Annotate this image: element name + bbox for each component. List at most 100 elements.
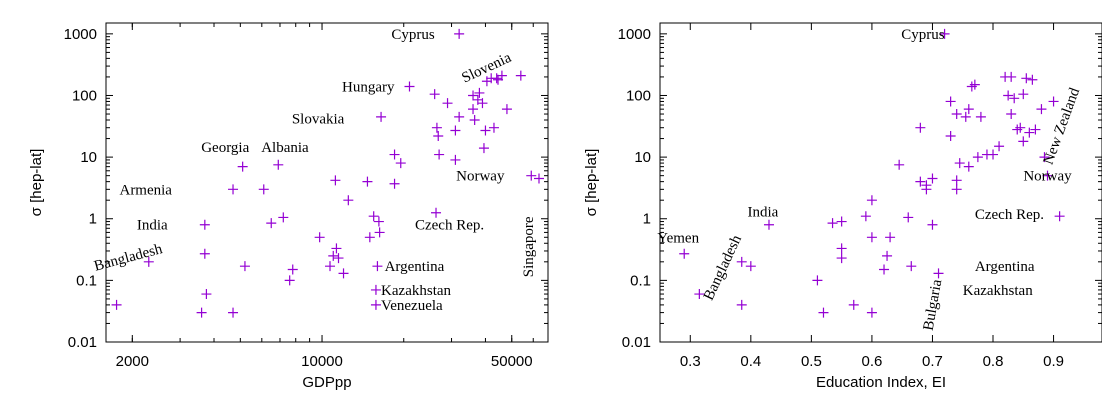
x-tick-label: 0.4 bbox=[740, 353, 761, 370]
y-tick-label: 100 bbox=[72, 87, 97, 104]
data-point bbox=[433, 131, 444, 142]
data-point bbox=[404, 81, 415, 92]
data-point bbox=[679, 248, 690, 259]
y-tick-label: 10 bbox=[634, 149, 651, 166]
data-point bbox=[945, 96, 956, 107]
data-point bbox=[474, 87, 485, 98]
data-point bbox=[199, 219, 210, 230]
x-tick-label: 0.7 bbox=[922, 353, 943, 370]
y-tick-label: 1 bbox=[643, 211, 651, 228]
data-point bbox=[879, 264, 890, 275]
data-point bbox=[374, 227, 385, 238]
data-point bbox=[1006, 71, 1017, 82]
data-point bbox=[933, 268, 944, 279]
data-point bbox=[370, 299, 381, 310]
data-point bbox=[364, 232, 375, 243]
data-point bbox=[836, 243, 847, 254]
data-point bbox=[372, 261, 383, 272]
data-point bbox=[818, 307, 829, 318]
x-tick-label: 0.9 bbox=[1043, 353, 1064, 370]
data-point bbox=[389, 149, 400, 160]
data-point bbox=[866, 307, 877, 318]
data-point bbox=[951, 175, 962, 186]
data-point bbox=[333, 253, 344, 264]
data-point bbox=[325, 261, 336, 272]
data-point bbox=[287, 264, 298, 275]
data-point bbox=[1018, 89, 1029, 100]
data-point bbox=[1048, 96, 1059, 107]
y-tick-label: 1000 bbox=[64, 26, 97, 43]
data-point bbox=[278, 212, 289, 223]
data-point bbox=[395, 158, 406, 169]
data-point bbox=[431, 207, 442, 218]
data-point bbox=[429, 89, 440, 100]
data-point bbox=[469, 115, 480, 126]
data-point bbox=[454, 28, 465, 39]
data-point bbox=[491, 73, 502, 84]
data-point bbox=[915, 122, 926, 133]
data-point bbox=[939, 28, 950, 39]
point-label: India bbox=[748, 205, 779, 221]
data-point bbox=[533, 173, 544, 184]
data-point bbox=[866, 232, 877, 243]
point-label: Cyprus bbox=[391, 27, 435, 43]
data-point bbox=[434, 149, 445, 160]
point-label: Argentina bbox=[975, 259, 1035, 275]
data-point bbox=[906, 261, 917, 272]
data-point bbox=[431, 122, 442, 133]
data-point bbox=[338, 268, 349, 279]
data-point bbox=[1042, 170, 1053, 181]
data-point bbox=[963, 104, 974, 115]
data-point bbox=[143, 256, 154, 267]
point-label: Bangladesh bbox=[701, 232, 745, 303]
data-point bbox=[972, 152, 983, 163]
data-point bbox=[866, 195, 877, 206]
data-point bbox=[1039, 152, 1050, 163]
data-point bbox=[526, 170, 537, 181]
data-point bbox=[745, 261, 756, 272]
data-point bbox=[258, 184, 269, 195]
point-label: Venezuela bbox=[381, 298, 443, 314]
data-point bbox=[812, 275, 823, 286]
data-point bbox=[468, 90, 479, 101]
y-axis-label: σ [hep-lat] bbox=[28, 149, 45, 217]
x-axis-label: Education Index, EI bbox=[816, 374, 946, 391]
data-point bbox=[389, 178, 400, 189]
data-point bbox=[951, 109, 962, 120]
data-point bbox=[927, 219, 938, 230]
data-point bbox=[1027, 74, 1038, 85]
data-point bbox=[921, 180, 932, 191]
point-label: Norway bbox=[1023, 169, 1072, 185]
data-point bbox=[477, 98, 488, 109]
y-tick-label: 0.1 bbox=[630, 272, 651, 289]
data-point bbox=[328, 250, 339, 261]
data-point bbox=[836, 253, 847, 264]
x-tick-label: 0.5 bbox=[801, 353, 822, 370]
data-point bbox=[370, 284, 381, 295]
data-point bbox=[515, 70, 526, 81]
data-point bbox=[763, 219, 774, 230]
plot-frame bbox=[105, 22, 549, 343]
x-tick-label: 0.8 bbox=[983, 353, 1004, 370]
y-axis-label: σ [hep-lat] bbox=[583, 149, 600, 217]
data-point bbox=[882, 250, 893, 261]
data-point bbox=[488, 122, 499, 133]
data-point bbox=[201, 289, 212, 300]
point-label: Armenia bbox=[119, 182, 172, 198]
point-label: New Zealand bbox=[1041, 85, 1084, 166]
data-point bbox=[1006, 109, 1017, 120]
data-point bbox=[1054, 211, 1065, 222]
data-point bbox=[827, 218, 838, 229]
data-point bbox=[284, 275, 295, 286]
data-point bbox=[736, 256, 747, 267]
data-point bbox=[266, 218, 277, 229]
data-point bbox=[1015, 122, 1026, 133]
point-label: Bangladesh bbox=[92, 241, 164, 275]
x-tick-label: 50000 bbox=[491, 353, 533, 370]
data-point bbox=[273, 159, 284, 170]
x-tick-label: 0.3 bbox=[680, 353, 701, 370]
y-tick-label: 1 bbox=[89, 211, 97, 228]
point-label: Czech Rep. bbox=[975, 207, 1044, 223]
point-label: Singapore bbox=[521, 216, 537, 277]
